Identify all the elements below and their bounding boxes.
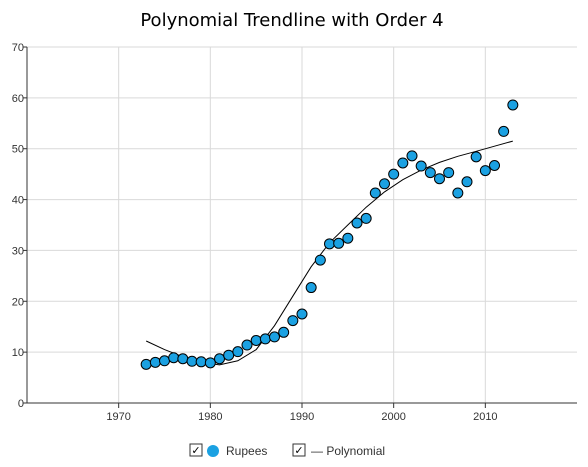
legend-checkbox-rupees[interactable] xyxy=(189,443,203,457)
data-point xyxy=(452,187,464,199)
chart-title: Polynomial Trendline with Order 4 xyxy=(140,10,443,31)
axes xyxy=(23,46,577,408)
data-point xyxy=(159,355,170,367)
tick-labels: 0 10 20 30 40 50 60 70 1970 1980 1990 2000 2010 xyxy=(12,42,498,423)
y-tick-label: 40 xyxy=(12,195,24,207)
legend: ✓ Rupees ✓ — Polynomial xyxy=(189,443,385,458)
data-point xyxy=(369,187,381,199)
data-point xyxy=(296,308,308,320)
y-tick-label: 50 xyxy=(12,144,24,156)
data-point xyxy=(195,356,207,368)
data-point xyxy=(314,254,326,266)
data-point xyxy=(241,339,253,351)
data-point xyxy=(278,326,290,338)
data-point xyxy=(443,167,455,179)
y-tick-label: 70 xyxy=(12,42,24,54)
check-icon: ✓ xyxy=(294,444,303,457)
y-tick-label: 60 xyxy=(12,93,24,105)
data-point xyxy=(168,352,180,364)
data-point xyxy=(388,168,400,180)
data-point xyxy=(305,282,317,294)
data-point xyxy=(470,151,482,163)
legend-label-polynomial: — Polynomial xyxy=(311,444,385,458)
data-point xyxy=(204,357,216,369)
data-point xyxy=(269,331,280,343)
data-point xyxy=(406,150,418,162)
legend-checkbox-polynomial[interactable] xyxy=(292,443,306,457)
data-point xyxy=(259,333,271,345)
data-point xyxy=(351,217,363,229)
data-point xyxy=(379,178,390,190)
data-point xyxy=(250,334,262,346)
x-tick-label: 2000 xyxy=(381,411,405,423)
trendline-series xyxy=(145,140,513,366)
y-tick-label: 0 xyxy=(18,398,24,410)
data-point xyxy=(498,125,510,137)
data-point xyxy=(177,353,189,365)
data-point xyxy=(232,346,244,358)
data-point xyxy=(287,315,299,327)
data-point xyxy=(507,99,519,111)
legend-label-rupees: Rupees xyxy=(226,444,267,458)
data-point xyxy=(214,353,225,365)
data-point xyxy=(461,176,473,188)
data-point xyxy=(489,159,500,171)
data-point xyxy=(186,355,198,367)
y-tick-label: 10 xyxy=(12,347,24,359)
x-tick-label: 1990 xyxy=(290,411,314,423)
legend-item-polynomial[interactable]: ✓ — Polynomial xyxy=(292,443,385,458)
data-point xyxy=(434,173,445,185)
check-icon: ✓ xyxy=(191,444,200,457)
data-point xyxy=(223,349,235,361)
circle-marker-icon xyxy=(207,445,219,457)
legend-item-rupees[interactable]: ✓ Rupees xyxy=(189,443,267,458)
x-tick-label: 1970 xyxy=(106,411,130,423)
plot-area: 0 10 20 30 40 50 60 70 1970 1980 1990 2000 2010 xyxy=(12,42,577,423)
y-tick-label: 30 xyxy=(12,245,24,257)
data-point xyxy=(397,157,409,169)
data-point xyxy=(415,160,427,172)
data-point xyxy=(140,358,152,370)
data-point xyxy=(424,167,436,179)
y-tick-label: 20 xyxy=(12,296,24,308)
polynomial-trendline xyxy=(145,140,513,366)
data-point xyxy=(333,237,345,249)
grid-lines xyxy=(27,46,577,403)
x-tick-label: 2010 xyxy=(473,411,497,423)
data-point xyxy=(342,232,354,244)
data-point xyxy=(360,212,372,224)
data-point xyxy=(479,165,491,177)
rupees-series xyxy=(140,99,519,370)
x-tick-label: 1980 xyxy=(198,411,222,423)
data-point xyxy=(324,238,335,250)
data-point xyxy=(149,356,161,368)
